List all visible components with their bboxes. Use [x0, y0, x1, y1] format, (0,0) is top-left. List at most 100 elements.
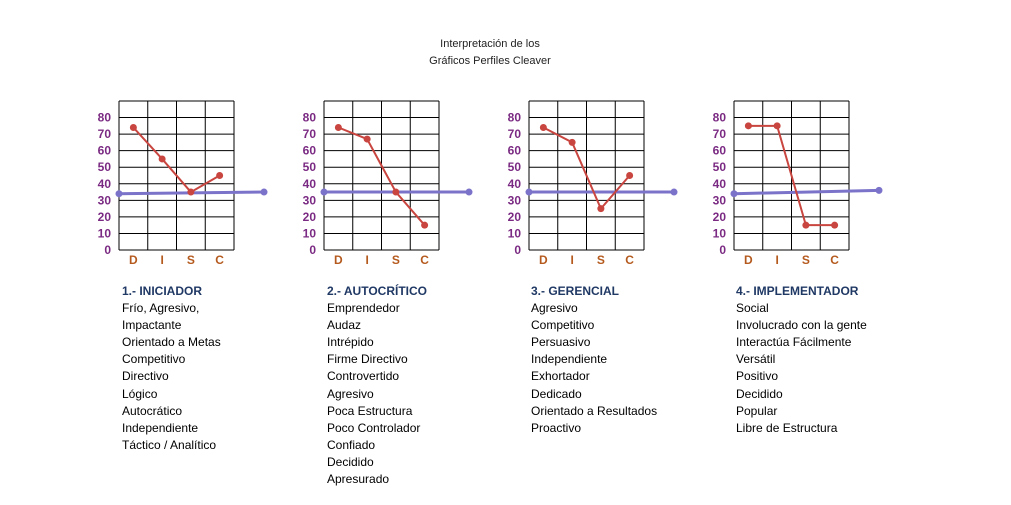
- x-tick-label: I: [365, 253, 368, 267]
- y-tick-label: 60: [508, 144, 522, 158]
- data-point: [158, 155, 166, 163]
- data-point: [597, 205, 605, 213]
- trait-item: Firme Directivo: [327, 352, 408, 367]
- data-point: [802, 221, 810, 229]
- trait-item: Impactante: [122, 318, 182, 333]
- trait-list: Social Involucrado con la gente Interactúa…: [736, 300, 946, 437]
- trait-item: Intrépido: [327, 335, 374, 350]
- y-tick-label: 70: [713, 127, 727, 141]
- profile-title: 4.- IMPLEMENTADOR: [736, 284, 859, 298]
- y-tick-label: 60: [713, 144, 727, 158]
- series-line: [542, 126, 631, 211]
- reference-line: [733, 188, 880, 196]
- y-tick-label: 10: [303, 226, 317, 240]
- reference-point: [465, 188, 473, 196]
- trait-item: Agresivo: [327, 386, 374, 401]
- y-tick-label: 30: [713, 193, 727, 207]
- y-tick-label: 10: [713, 226, 727, 240]
- y-tick-label: 60: [98, 144, 112, 158]
- x-tick-label: S: [187, 253, 195, 267]
- y-tick-label: 30: [508, 193, 522, 207]
- trait-item: Dedicado: [531, 386, 582, 401]
- profile-implementador: 4.- IMPLEMENTADOR Social Involucrado con …: [736, 283, 946, 437]
- y-tick-label: 40: [508, 177, 522, 191]
- y-tick-label: 50: [303, 160, 317, 174]
- data-point: [334, 123, 342, 131]
- y-tick-label: 10: [508, 226, 522, 240]
- trait-list: Emprendedor Audaz Intrépido Firme Directivo…: [327, 300, 537, 488]
- x-tick-label: C: [830, 253, 839, 267]
- trait-item: Táctico / Analítico: [122, 437, 217, 452]
- data-point: [421, 221, 429, 229]
- y-tick-label: 50: [508, 160, 522, 174]
- x-tick-label: D: [744, 253, 753, 267]
- chart-autocritico: 0 10 20 30 40 50 60 70 80 D I S C: [303, 100, 473, 267]
- y-tick-label: 10: [98, 226, 112, 240]
- trait-item: Poco Controlador: [327, 420, 421, 435]
- series-line: [748, 124, 835, 227]
- profile-iniciador: 1.- INICIADOR Frío, Agresivo, Impactante O…: [122, 283, 332, 454]
- y-tick-label: 20: [508, 210, 522, 224]
- y-tick-label: 80: [98, 111, 112, 125]
- trait-item: Libre de Estructura: [736, 420, 838, 435]
- trait-item: Independiente: [531, 352, 608, 367]
- trait-item: Orientado a Resultados: [531, 403, 658, 418]
- data-point: [392, 188, 400, 196]
- trait-item: Decidido: [327, 454, 374, 469]
- trait-item: Involucrado con la gente: [736, 318, 867, 333]
- y-tick-label: 40: [713, 177, 727, 191]
- page-title: Interpretación de los Gráficos Perfiles …: [330, 36, 650, 70]
- profile-title: 1.- INICIADOR: [122, 284, 203, 298]
- trait-item: Decidido: [736, 386, 783, 401]
- profile-title: 3.- GERENCIAL: [531, 284, 620, 298]
- reference-point: [730, 190, 738, 198]
- y-tick-label: 70: [303, 127, 317, 141]
- trait-item: Agresivo: [531, 301, 578, 316]
- x-tick-label: D: [334, 253, 343, 267]
- trait-item: Lógico: [122, 386, 158, 401]
- y-tick-label: 20: [713, 210, 727, 224]
- x-tick-label: S: [392, 253, 400, 267]
- title-line-1: Interpretación de los: [440, 38, 540, 50]
- x-tick-label: D: [539, 253, 548, 267]
- data-point: [744, 122, 752, 130]
- reference-point: [525, 188, 533, 196]
- chart-implementador: 0 10 20 30 40 50 60 70 80 D I S C: [713, 100, 883, 267]
- trait-item: Confiado: [327, 437, 376, 452]
- x-tick-label: D: [129, 253, 138, 267]
- trait-item: Interactúa Fácilmente: [736, 335, 852, 350]
- y-tick-label: 80: [303, 111, 317, 125]
- trait-item: Positivo: [736, 369, 779, 384]
- y-tick-label: 0: [104, 243, 111, 257]
- trait-item: Exhortador: [531, 369, 590, 384]
- trait-item: Emprendedor: [327, 301, 400, 316]
- series-line: [132, 126, 221, 194]
- y-tick-label: 20: [98, 210, 112, 224]
- y-tick-label: 70: [508, 127, 522, 141]
- trait-item: Poca Estructura: [327, 403, 413, 418]
- x-tick-label: I: [570, 253, 573, 267]
- data-point: [187, 188, 195, 196]
- trait-item: Audaz: [327, 318, 362, 333]
- reference-point: [670, 188, 678, 196]
- data-point: [363, 135, 371, 143]
- trait-item: Controvertido: [327, 369, 400, 384]
- trait-item: Proactivo: [531, 420, 582, 435]
- trait-item: Orientado a Metas: [122, 335, 221, 350]
- x-tick-label: I: [160, 253, 163, 267]
- profile-autocritico: 2.- AUTOCRÍTICO Emprendedor Audaz Intrépid…: [327, 283, 537, 488]
- reference-point: [875, 186, 883, 194]
- y-tick-label: 30: [303, 193, 317, 207]
- y-tick-label: 80: [713, 111, 727, 125]
- profile-title: 2.- AUTOCRÍTICO: [327, 284, 428, 298]
- y-tick-label: 0: [514, 243, 521, 257]
- y-tick-label: 40: [98, 177, 112, 191]
- trait-item: Competitivo: [531, 318, 595, 333]
- x-tick-label: I: [775, 253, 778, 267]
- trait-item: Versátil: [736, 352, 776, 367]
- x-tick-label: S: [597, 253, 605, 267]
- trait-item: Autocrático: [122, 403, 183, 418]
- profile-gerencial: 3.- GERENCIAL Agresivo Competitivo Persuas…: [531, 283, 741, 437]
- x-tick-label: S: [802, 253, 810, 267]
- trait-item: Social: [736, 301, 769, 316]
